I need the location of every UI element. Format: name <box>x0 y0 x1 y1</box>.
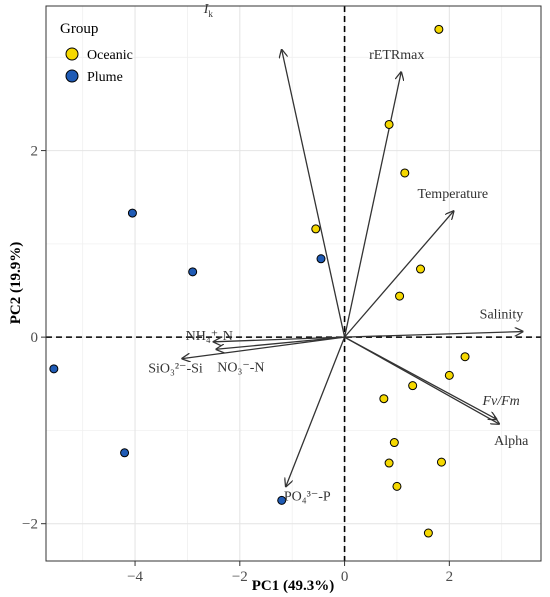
data-point-plume <box>49 364 59 374</box>
legend-label-plume: Plume <box>87 70 123 85</box>
plot-panel-border <box>45 5 542 562</box>
data-point-oceanic <box>400 168 410 178</box>
legend: Group Oceanic Plume <box>60 21 133 85</box>
y-axis-title: PC2 (19.9%) <box>8 242 24 325</box>
reference-lines <box>46 6 541 561</box>
loading-label: NH₄⁺-N <box>186 329 233 344</box>
loading-label: Fv/Fm <box>481 394 519 409</box>
data-point-oceanic <box>384 458 394 468</box>
loading-label: Temperature <box>418 187 489 202</box>
data-point-oceanic <box>434 24 444 34</box>
loading-label: Salinity <box>480 308 524 323</box>
loading-arrow <box>214 336 345 342</box>
loading-arrow <box>343 72 402 338</box>
legend-key-oceanic <box>65 47 79 61</box>
loading-arrow <box>182 336 345 358</box>
data-point-oceanic <box>444 370 454 380</box>
legend-title: Group <box>60 21 98 37</box>
loading-arrows <box>182 50 522 487</box>
data-points <box>49 24 470 538</box>
data-point-oceanic <box>436 457 446 467</box>
y-tick-label: −2 <box>22 517 38 533</box>
data-point-oceanic <box>423 528 433 538</box>
loading-label: PO₄³⁻-P <box>284 489 331 504</box>
data-point-oceanic <box>392 481 402 491</box>
data-point-oceanic <box>379 394 389 404</box>
x-tick-label: −4 <box>127 569 143 585</box>
loading-arrow <box>282 50 346 338</box>
loading-labels: Ik rETRmax Temperature Salinity Fv/Fm Alpha NH… <box>148 2 529 505</box>
gridlines <box>46 6 541 561</box>
loading-label: Alpha <box>494 434 529 449</box>
x-tick-label: −2 <box>232 569 248 585</box>
x-tick-label: 0 <box>341 569 349 585</box>
data-point-oceanic <box>311 224 321 234</box>
data-point-oceanic <box>384 119 394 129</box>
data-point-plume <box>188 267 198 277</box>
loading-arrow <box>216 336 345 349</box>
loading-arrow <box>344 211 454 338</box>
x-tick-label: 2 <box>446 569 454 585</box>
data-point-oceanic <box>460 352 470 362</box>
y-tick-label: 0 <box>31 330 39 346</box>
y-tick-label: 2 <box>31 144 39 160</box>
loading-arrow <box>344 336 500 424</box>
data-point-oceanic <box>408 381 418 391</box>
data-point-plume <box>120 448 130 458</box>
legend-key-plume <box>65 69 79 83</box>
data-point-plume <box>277 495 287 505</box>
data-point-oceanic <box>389 438 399 448</box>
legend-label-oceanic: Oceanic <box>87 48 133 63</box>
loading-label: SiO₃²⁻-Si <box>148 362 203 377</box>
data-point-oceanic <box>416 264 426 274</box>
data-point-oceanic <box>395 291 405 301</box>
x-axis-title: PC1 (49.3%) <box>252 578 335 594</box>
loading-label: Ik <box>203 2 214 19</box>
loading-arrow <box>286 336 346 486</box>
data-point-plume <box>316 254 326 264</box>
data-point-plume <box>127 208 137 218</box>
axis-ticks: −4 −2 0 2 −2 0 2 <box>22 144 453 585</box>
loading-arrow <box>344 332 523 338</box>
loading-label: rETRmax <box>369 48 424 63</box>
loading-label: NO₃⁻-N <box>217 360 264 375</box>
